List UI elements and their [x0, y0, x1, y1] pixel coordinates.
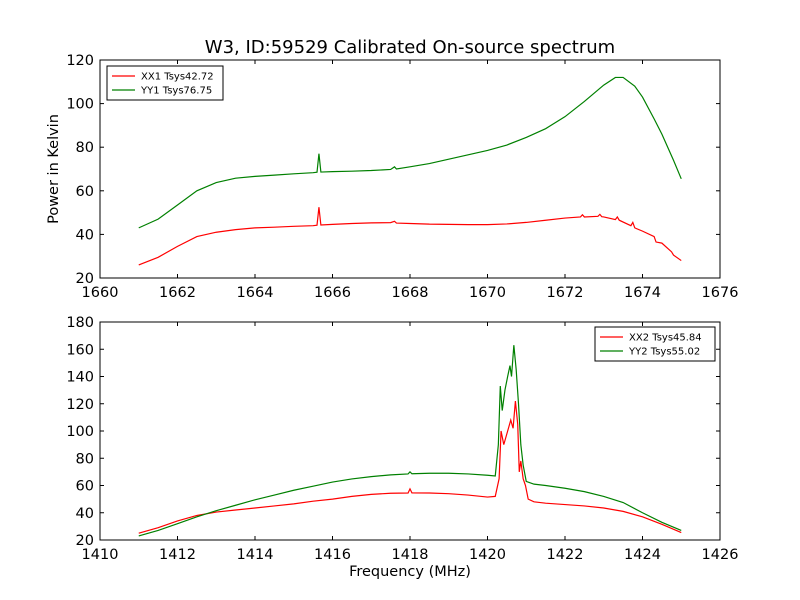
legend-label: XX2 Tsys45.84: [629, 333, 702, 344]
x-tick-label: 1412: [159, 547, 196, 563]
upper-spectrum-panel: 1660 1662 1664 1666 1668 1670 1672 1674 1676 20 40…: [46, 53, 738, 301]
x-tick-label: 1424: [624, 547, 661, 563]
y-tick-label: 120: [66, 53, 94, 69]
x-tick-label: 1416: [314, 547, 351, 563]
legend-label: YY2 Tsys55.02: [628, 347, 700, 358]
x-tick-label: 1676: [702, 285, 739, 301]
x-tick-label: 1426: [702, 547, 739, 563]
legend: XX1 Tsys42.72 YY1 Tsys76.75: [106, 65, 224, 101]
x-tick-label: 1420: [469, 547, 506, 563]
x-tick-label: 1664: [237, 285, 274, 301]
y-tick-label: 140: [66, 370, 94, 386]
x-tick-label: 1670: [469, 285, 506, 301]
series-line-yy1: [138, 76, 682, 229]
series-line-yy2: [138, 345, 682, 537]
series-line-xx2: [138, 400, 682, 534]
y-tick-label: 60: [76, 184, 94, 200]
x-tick-label: 1674: [624, 285, 661, 301]
legend-label: YY1 Tsys76.75: [140, 86, 212, 97]
y-tick-label: 120: [66, 397, 94, 413]
y-tick-label: 80: [76, 140, 94, 156]
x-tick-label: 1414: [237, 547, 274, 563]
legend: XX2 Tsys45.84 YY2 Tsys55.02: [594, 326, 716, 362]
x-axis-label: Frequency (MHz): [349, 564, 471, 580]
figure-title: W3, ID:59529 Calibrated On-source spectr…: [205, 37, 615, 58]
series-line-xx1: [138, 207, 682, 266]
y-tick-label: 20: [76, 271, 94, 287]
legend-box: [106, 65, 224, 101]
y-tick-label: 60: [76, 479, 94, 495]
y-tick-label: 100: [66, 97, 94, 113]
x-tick-label: 1418: [392, 547, 429, 563]
x-tick-label: 1672: [547, 285, 584, 301]
x-tick-label: 1422: [547, 547, 584, 563]
y-tick-label: 160: [66, 342, 94, 358]
x-tick-label: 1666: [314, 285, 351, 301]
x-tick-label: 1660: [82, 285, 119, 301]
y-tick-label: 40: [76, 506, 94, 522]
y-tick-label: 180: [66, 315, 94, 331]
x-tick-label: 1662: [159, 285, 196, 301]
y-tick-label: 40: [76, 227, 94, 243]
y-tick-label: 100: [66, 424, 94, 440]
x-tick-label: 1410: [82, 547, 119, 563]
y-axis-label: Power in Kelvin: [46, 114, 62, 224]
lower-spectrum-panel: 1410 1412 1414 1416 1418 1420 1422 1424 1426 20 40…: [66, 315, 738, 580]
x-tick-label: 1668: [392, 285, 429, 301]
y-tick-label: 80: [76, 451, 94, 467]
legend-label: XX1 Tsys42.72: [141, 72, 214, 83]
legend-box: [594, 326, 716, 362]
y-tick-label: 20: [76, 533, 94, 549]
